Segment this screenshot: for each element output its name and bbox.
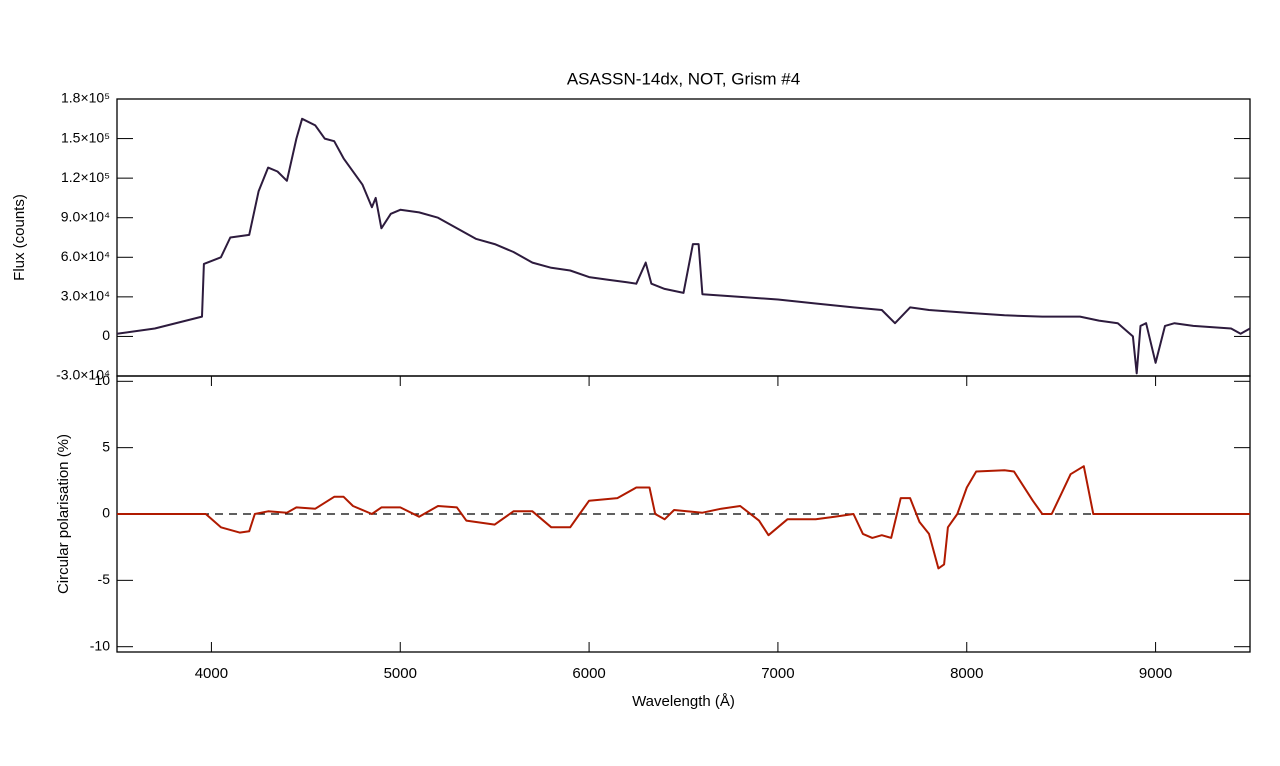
y-tick-label: 9.0×10⁴ [61, 208, 110, 224]
y-axis-label: Circular polarisation (%) [55, 434, 72, 594]
x-tick-label: 4000 [195, 665, 228, 682]
y-tick-label: 10 [94, 372, 110, 388]
data-line [117, 465, 1250, 570]
y-tick-label: 1.8×10⁵ [61, 90, 110, 106]
y-tick-label: 5 [102, 438, 110, 454]
x-tick-label: 9000 [1139, 665, 1172, 682]
top-frame [116, 98, 1251, 377]
y-tick-label: 0 [102, 505, 110, 521]
y-tick-label: -3.0×10⁴ [56, 367, 110, 383]
y-axis-label: Flux (counts) [11, 194, 28, 281]
y-tick-label: -5 [98, 571, 111, 587]
chart-title: ASASSN-14dx, NOT, Grism #4 [567, 69, 800, 88]
y-tick-label: 1.2×10⁵ [61, 169, 110, 185]
data-line [116, 117, 1251, 375]
y-tick-label: 6.0×10⁴ [61, 248, 110, 264]
y-tick-label: -10 [90, 637, 110, 653]
y-tick-label: 0 [102, 327, 110, 343]
x-tick-label: 8000 [950, 665, 983, 682]
x-axis-label: Wavelength (Å) [632, 693, 735, 710]
y-tick-label: 3.0×10⁴ [61, 288, 110, 304]
x-tick-label: 7000 [761, 665, 794, 682]
x-tick-label: 6000 [572, 665, 605, 682]
x-tick-label: 5000 [384, 665, 417, 682]
y-tick-label: 1.5×10⁵ [61, 129, 110, 145]
